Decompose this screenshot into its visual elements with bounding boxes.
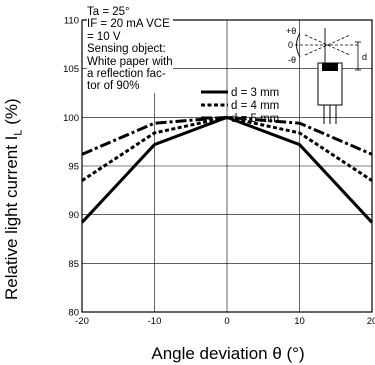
condition-if: IF = 20 mA VCE — [87, 18, 170, 31]
x-tick-label-0: -20 — [75, 316, 89, 327]
inset-ray-upper — [304, 34, 351, 56]
x-axis-label: Angle deviation θ (°) — [151, 344, 305, 363]
plot-frame — [81, 19, 373, 313]
condition-reflection: a reflection fac- — [87, 68, 166, 81]
inset-ray-lower — [304, 34, 351, 56]
condition-vce: = 10 V — [87, 30, 121, 43]
inset-d-label: d — [362, 52, 367, 62]
y-tick-label-1: 85 — [68, 259, 79, 270]
x-tick-label-3: 10 — [294, 316, 305, 327]
x-tick-label-1: -10 — [148, 316, 162, 327]
legend: d = 3 mmd = 4 mmd = 5 mm — [201, 87, 279, 125]
inset-sensor-window — [322, 63, 338, 71]
sensor-inset-diagram: +θ 0 -θ d — [286, 26, 367, 124]
y-tick-label-0: 80 — [68, 308, 79, 319]
y-axis-label-sub: L — [12, 129, 25, 136]
y-axis-label-main: Relative light current I — [2, 135, 21, 300]
y-axis-label-unit: (%) — [2, 98, 21, 125]
y-tick-label-5: 105 — [63, 64, 79, 75]
legend-label-2: d = 5 mm — [231, 113, 279, 125]
x-tick-label-2: 0 — [224, 316, 229, 327]
x-tick-label-4: 20 — [367, 316, 375, 327]
y-tick-label-4: 100 — [63, 113, 79, 124]
y-axis-label: Relative light current IL (%) — [2, 98, 24, 300]
x-tick-labels: -20 -10 0 10 20 — [75, 316, 375, 327]
condition-object: Sensing object: — [87, 43, 166, 56]
inset-angle-arc — [296, 32, 301, 58]
inset-zero-label: 0 — [288, 40, 293, 50]
y-tick-label-3: 95 — [68, 162, 79, 173]
y-tick-labels: 80 85 90 95 100 105 110 — [63, 16, 79, 319]
condition-paper: White paper with — [87, 55, 173, 68]
test-conditions: Ta = 25° IF = 20 mA VCE = 10 V Sensing o… — [87, 6, 173, 93]
condition-factor: tor of 90% — [87, 80, 140, 93]
legend-label-0: d = 3 mm — [231, 87, 279, 99]
inset-theta-minus: -θ — [288, 55, 296, 65]
legend-label-1: d = 4 mm — [231, 100, 279, 112]
y-tick-label-6: 110 — [64, 16, 79, 27]
y-tick-label-2: 90 — [68, 210, 79, 221]
inset-theta-plus: +θ — [286, 26, 296, 36]
series-line-2 — [81, 115, 373, 156]
condition-ta: Ta = 25° — [87, 6, 130, 18]
